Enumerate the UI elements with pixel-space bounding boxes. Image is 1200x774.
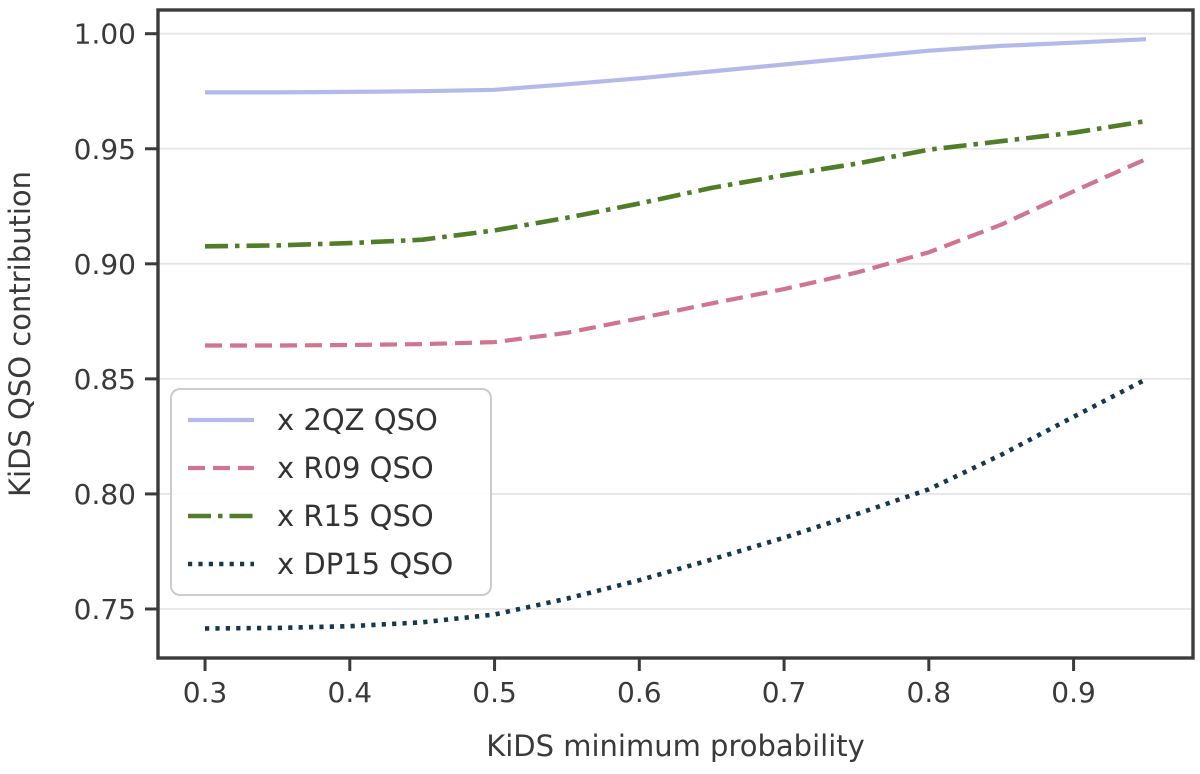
y-axis-label: KiDS QSO contribution <box>3 171 37 497</box>
y-tick-label: 0.90 <box>74 248 136 281</box>
legend-label-2qz: x 2QZ QSO <box>277 403 438 437</box>
legend-item-dp15: x DP15 QSO <box>186 540 480 588</box>
series-line-x-r09-qso <box>205 157 1147 348</box>
series-lines <box>204 37 1148 631</box>
y-tick-label: 0.80 <box>74 478 136 511</box>
x-tick-label: 0.3 <box>183 676 228 709</box>
y-tick-label: 0.95 <box>74 133 136 166</box>
legend: x 2QZ QSO x R09 QSO x R15 QSO x DP15 QSO <box>170 388 492 596</box>
axis-tick-labels: 0.3 0.4 0.5 0.6 0.7 0.8 0.9 0.75 0.80 0.85 0.90 0.9… <box>74 18 1096 709</box>
series-line-x-dp15-qso <box>204 377 1148 631</box>
series-line-x-r15-qso <box>204 118 1147 249</box>
y-tick-label: 1.00 <box>74 18 136 51</box>
x-tick-label: 0.8 <box>907 676 952 709</box>
x-tick-label: 0.9 <box>1051 676 1096 709</box>
series-line-x-2qz-qso <box>205 37 1147 95</box>
legend-item-2qz: x 2QZ QSO <box>186 396 480 444</box>
y-tick-label: 0.85 <box>74 363 136 396</box>
y-tick-label: 0.75 <box>74 593 136 626</box>
legend-label-r09: x R09 QSO <box>277 451 434 485</box>
legend-line-sample-2qz <box>188 417 254 423</box>
legend-item-r09: x R09 QSO <box>186 444 480 492</box>
legend-label-r15: x R15 QSO <box>277 499 434 533</box>
x-tick-label: 0.5 <box>472 676 517 709</box>
x-tick-label: 0.6 <box>617 676 662 709</box>
x-axis-label: KiDS minimum probability <box>486 729 865 763</box>
plot-border <box>156 8 1195 660</box>
x-tick-label: 0.4 <box>328 676 373 709</box>
legend-line-sample-r15 <box>188 513 254 519</box>
legend-line-sample-r09 <box>188 465 254 471</box>
legend-item-r15: x R15 QSO <box>186 492 480 540</box>
legend-label-dp15: x DP15 QSO <box>277 547 454 581</box>
legend-line-sample-dp15 <box>188 561 254 567</box>
x-tick-label: 0.7 <box>762 676 807 709</box>
axis-ticks <box>145 32 1076 671</box>
